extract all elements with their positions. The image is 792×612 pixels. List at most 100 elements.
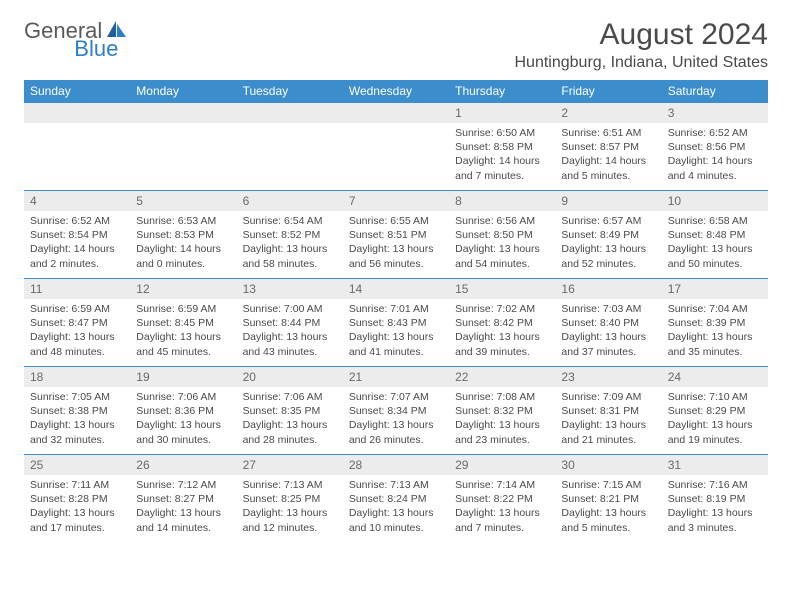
calendar-table: SundayMondayTuesdayWednesdayThursdayFrid… <box>24 80 768 543</box>
day-content: Sunrise: 7:07 AMSunset: 8:34 PMDaylight:… <box>343 387 449 453</box>
sunset-text: Sunset: 8:47 PM <box>30 316 124 330</box>
sunset-text: Sunset: 8:36 PM <box>136 404 230 418</box>
day-number: 18 <box>24 367 130 387</box>
day-number: 31 <box>662 455 768 475</box>
day-number: 14 <box>343 279 449 299</box>
sunset-text: Sunset: 8:57 PM <box>561 140 655 154</box>
title-block: August 2024 Huntingburg, Indiana, United… <box>515 18 769 72</box>
sunset-text: Sunset: 8:50 PM <box>455 228 549 242</box>
sunrise-text: Sunrise: 7:07 AM <box>349 390 443 404</box>
calendar-day-cell: 3Sunrise: 6:52 AMSunset: 8:56 PMDaylight… <box>662 103 768 191</box>
day-content: Sunrise: 7:13 AMSunset: 8:24 PMDaylight:… <box>343 475 449 541</box>
day-number <box>237 103 343 123</box>
daylight-text-2: and 4 minutes. <box>668 169 762 183</box>
day-content: Sunrise: 7:06 AMSunset: 8:35 PMDaylight:… <box>237 387 343 453</box>
daylight-text-1: Daylight: 13 hours <box>455 242 549 256</box>
sunset-text: Sunset: 8:35 PM <box>243 404 337 418</box>
daylight-text-1: Daylight: 13 hours <box>561 418 655 432</box>
day-content: Sunrise: 7:16 AMSunset: 8:19 PMDaylight:… <box>662 475 768 541</box>
day-number: 5 <box>130 191 236 211</box>
sunrise-text: Sunrise: 7:04 AM <box>668 302 762 316</box>
day-content: Sunrise: 7:08 AMSunset: 8:32 PMDaylight:… <box>449 387 555 453</box>
day-content: Sunrise: 7:03 AMSunset: 8:40 PMDaylight:… <box>555 299 661 365</box>
calendar-day-cell: 18Sunrise: 7:05 AMSunset: 8:38 PMDayligh… <box>24 367 130 455</box>
logo-text-blue: Blue <box>74 36 118 62</box>
daylight-text-1: Daylight: 13 hours <box>243 242 337 256</box>
day-content: Sunrise: 6:55 AMSunset: 8:51 PMDaylight:… <box>343 211 449 277</box>
calendar-day-cell: 19Sunrise: 7:06 AMSunset: 8:36 PMDayligh… <box>130 367 236 455</box>
calendar-day-header: Friday <box>555 80 661 103</box>
calendar-day-cell: 27Sunrise: 7:13 AMSunset: 8:25 PMDayligh… <box>237 455 343 543</box>
sunrise-text: Sunrise: 7:06 AM <box>243 390 337 404</box>
sunrise-text: Sunrise: 7:15 AM <box>561 478 655 492</box>
sunrise-text: Sunrise: 6:57 AM <box>561 214 655 228</box>
day-content: Sunrise: 6:56 AMSunset: 8:50 PMDaylight:… <box>449 211 555 277</box>
day-content: Sunrise: 6:59 AMSunset: 8:45 PMDaylight:… <box>130 299 236 365</box>
day-number: 26 <box>130 455 236 475</box>
daylight-text-1: Daylight: 13 hours <box>349 330 443 344</box>
day-content: Sunrise: 7:10 AMSunset: 8:29 PMDaylight:… <box>662 387 768 453</box>
calendar-week-row: 4Sunrise: 6:52 AMSunset: 8:54 PMDaylight… <box>24 191 768 279</box>
daylight-text-2: and 7 minutes. <box>455 521 549 535</box>
calendar-day-cell: 13Sunrise: 7:00 AMSunset: 8:44 PMDayligh… <box>237 279 343 367</box>
sunset-text: Sunset: 8:22 PM <box>455 492 549 506</box>
day-number: 13 <box>237 279 343 299</box>
daylight-text-2: and 45 minutes. <box>136 345 230 359</box>
calendar-day-header: Sunday <box>24 80 130 103</box>
calendar-day-cell: 12Sunrise: 6:59 AMSunset: 8:45 PMDayligh… <box>130 279 236 367</box>
calendar-day-cell: 4Sunrise: 6:52 AMSunset: 8:54 PMDaylight… <box>24 191 130 279</box>
day-number <box>24 103 130 123</box>
calendar-day-cell: 26Sunrise: 7:12 AMSunset: 8:27 PMDayligh… <box>130 455 236 543</box>
sunset-text: Sunset: 8:40 PM <box>561 316 655 330</box>
calendar-day-cell: 21Sunrise: 7:07 AMSunset: 8:34 PMDayligh… <box>343 367 449 455</box>
day-content: Sunrise: 6:53 AMSunset: 8:53 PMDaylight:… <box>130 211 236 277</box>
daylight-text-2: and 0 minutes. <box>136 257 230 271</box>
day-content: Sunrise: 6:50 AMSunset: 8:58 PMDaylight:… <box>449 123 555 189</box>
calendar-day-cell: 14Sunrise: 7:01 AMSunset: 8:43 PMDayligh… <box>343 279 449 367</box>
calendar-day-cell: 16Sunrise: 7:03 AMSunset: 8:40 PMDayligh… <box>555 279 661 367</box>
day-number <box>343 103 449 123</box>
day-content: Sunrise: 7:02 AMSunset: 8:42 PMDaylight:… <box>449 299 555 365</box>
sunrise-text: Sunrise: 7:10 AM <box>668 390 762 404</box>
sunset-text: Sunset: 8:52 PM <box>243 228 337 242</box>
day-content: Sunrise: 6:52 AMSunset: 8:56 PMDaylight:… <box>662 123 768 189</box>
day-number: 9 <box>555 191 661 211</box>
daylight-text-1: Daylight: 13 hours <box>668 506 762 520</box>
sunset-text: Sunset: 8:56 PM <box>668 140 762 154</box>
sunset-text: Sunset: 8:25 PM <box>243 492 337 506</box>
day-number: 19 <box>130 367 236 387</box>
daylight-text-2: and 50 minutes. <box>668 257 762 271</box>
daylight-text-2: and 56 minutes. <box>349 257 443 271</box>
day-number: 27 <box>237 455 343 475</box>
daylight-text-2: and 26 minutes. <box>349 433 443 447</box>
calendar-day-cell: 2Sunrise: 6:51 AMSunset: 8:57 PMDaylight… <box>555 103 661 191</box>
day-content: Sunrise: 6:58 AMSunset: 8:48 PMDaylight:… <box>662 211 768 277</box>
day-content: Sunrise: 7:15 AMSunset: 8:21 PMDaylight:… <box>555 475 661 541</box>
daylight-text-1: Daylight: 13 hours <box>455 418 549 432</box>
calendar-day-cell: 25Sunrise: 7:11 AMSunset: 8:28 PMDayligh… <box>24 455 130 543</box>
day-content: Sunrise: 7:13 AMSunset: 8:25 PMDaylight:… <box>237 475 343 541</box>
calendar-day-cell <box>237 103 343 191</box>
daylight-text-1: Daylight: 13 hours <box>243 506 337 520</box>
sunset-text: Sunset: 8:32 PM <box>455 404 549 418</box>
sunrise-text: Sunrise: 6:51 AM <box>561 126 655 140</box>
daylight-text-2: and 41 minutes. <box>349 345 443 359</box>
daylight-text-1: Daylight: 13 hours <box>349 506 443 520</box>
sunrise-text: Sunrise: 7:00 AM <box>243 302 337 316</box>
daylight-text-2: and 39 minutes. <box>455 345 549 359</box>
daylight-text-2: and 52 minutes. <box>561 257 655 271</box>
daylight-text-1: Daylight: 13 hours <box>30 330 124 344</box>
sunrise-text: Sunrise: 7:09 AM <box>561 390 655 404</box>
day-number: 21 <box>343 367 449 387</box>
daylight-text-1: Daylight: 13 hours <box>561 330 655 344</box>
sunrise-text: Sunrise: 6:52 AM <box>668 126 762 140</box>
daylight-text-2: and 43 minutes. <box>243 345 337 359</box>
daylight-text-2: and 17 minutes. <box>30 521 124 535</box>
sunset-text: Sunset: 8:58 PM <box>455 140 549 154</box>
daylight-text-1: Daylight: 14 hours <box>30 242 124 256</box>
calendar-week-row: 25Sunrise: 7:11 AMSunset: 8:28 PMDayligh… <box>24 455 768 543</box>
daylight-text-1: Daylight: 14 hours <box>561 154 655 168</box>
calendar-day-cell: 9Sunrise: 6:57 AMSunset: 8:49 PMDaylight… <box>555 191 661 279</box>
sunrise-text: Sunrise: 6:56 AM <box>455 214 549 228</box>
sunrise-text: Sunrise: 6:59 AM <box>136 302 230 316</box>
